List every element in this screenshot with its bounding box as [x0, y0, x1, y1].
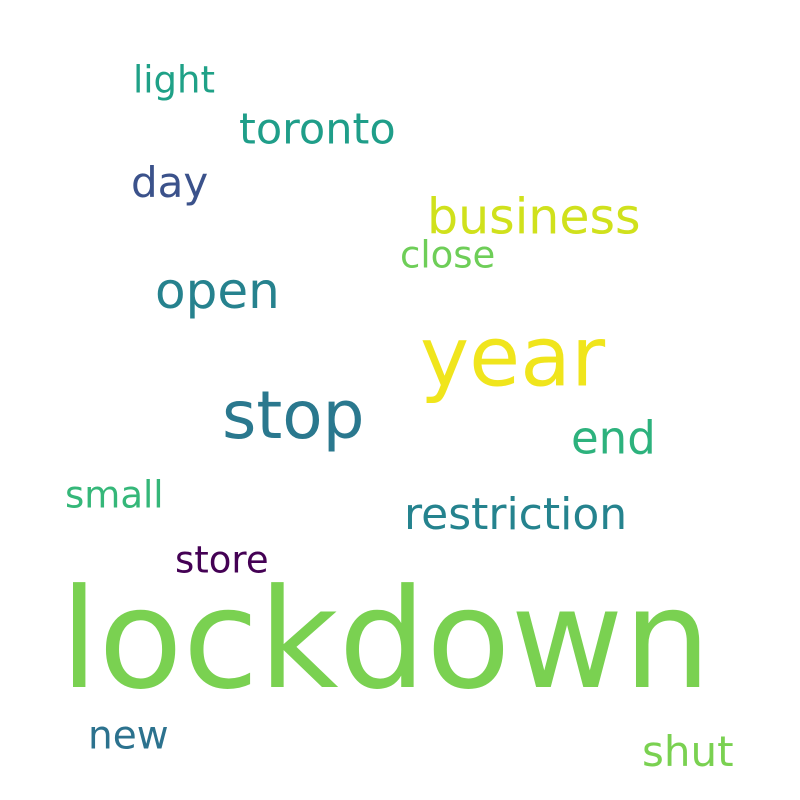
word-close: close [400, 233, 496, 277]
word-small: small [65, 473, 164, 517]
word-toronto: toronto [239, 104, 396, 155]
word-stop: stop [222, 377, 365, 454]
word-store: store [175, 538, 269, 582]
word-light: light [133, 58, 216, 102]
word-business: business [427, 188, 641, 246]
word-shut: shut [642, 727, 734, 776]
word-new: new [88, 713, 169, 759]
word-day: day [131, 158, 209, 207]
word-lockdown: lockdown [60, 559, 711, 720]
word-open: open [155, 262, 280, 320]
word-end: end [571, 411, 656, 465]
word-restriction: restriction [404, 489, 628, 540]
word-year: year [420, 308, 606, 406]
